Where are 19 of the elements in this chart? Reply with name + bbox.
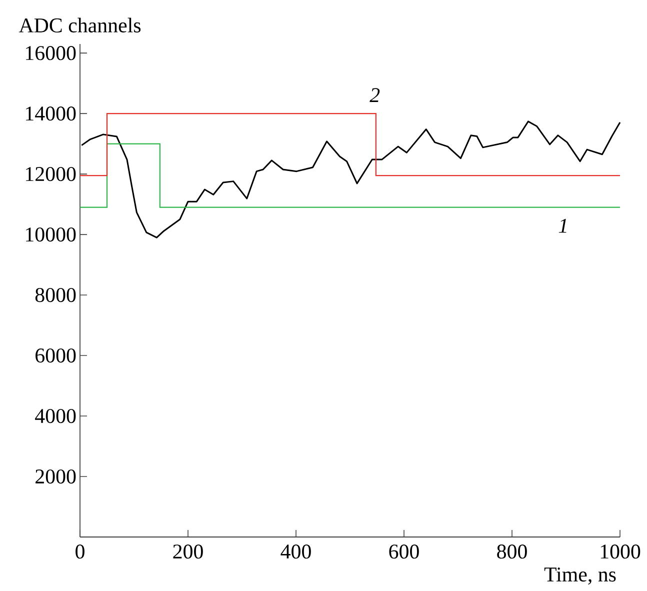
y-tick-label: 4000 <box>35 408 76 424</box>
y-axis-title: ADC channels <box>18 18 141 32</box>
y-tick-label: 14000 <box>26 106 76 121</box>
x-tick-label: 600 <box>389 544 419 559</box>
y-tick-label: 6000 <box>36 348 76 363</box>
y-tick-label: 10000 <box>26 227 76 242</box>
series-label: 1 <box>558 218 566 233</box>
y-tick-label: 2000 <box>36 469 76 484</box>
y-tick-label: 12000 <box>26 167 76 182</box>
x-tick-label: 200 <box>173 544 203 559</box>
x-tick-label: 1000 <box>600 544 640 559</box>
series-label: 2 <box>370 88 380 102</box>
x-axis-title: Time, ns <box>544 568 616 585</box>
x-tick-label: 800 <box>497 544 527 559</box>
line-series <box>80 120 621 238</box>
y-tick-label: 16000 <box>26 46 76 60</box>
y-tick-label: 8000 <box>35 288 76 302</box>
x-tick-label: 400 <box>280 544 311 559</box>
x-tick-label: 0 <box>76 544 84 559</box>
